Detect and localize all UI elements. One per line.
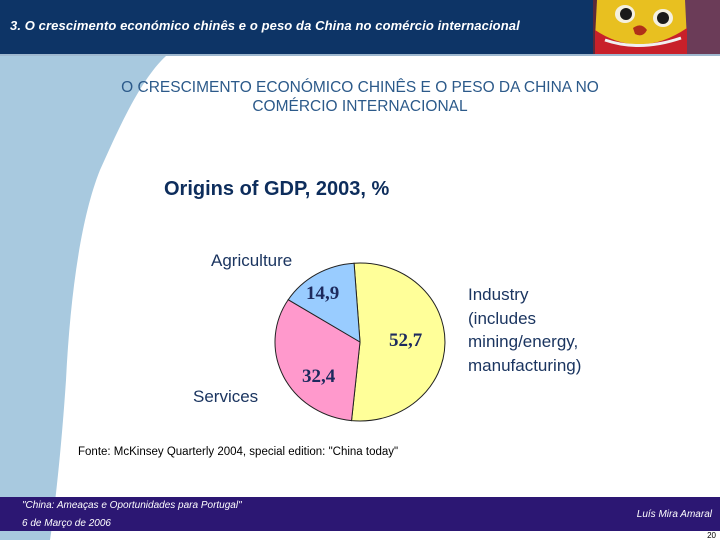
footer-date: 6 de Março de 2006	[22, 518, 111, 529]
footer-event: "China: Ameaças e Oportunidades para Por…	[22, 500, 242, 511]
chart-title: Origins of GDP, 2003, %	[164, 178, 390, 200]
label-industry-line2: (includes	[468, 308, 537, 328]
label-industry-line4: manufacturing)	[468, 355, 582, 375]
value-services: 32,4	[302, 366, 336, 387]
label-agriculture: Agriculture	[211, 251, 293, 270]
slide-title-line1: O CRESCIMENTO ECONÓMICO CHINÊS E O PESO …	[121, 79, 599, 96]
page-number: 20	[707, 531, 716, 540]
footer-bar: "China: Ameaças e Oportunidades para Por…	[0, 497, 720, 531]
label-industry: Industry (includes mining/energy, manufa…	[468, 283, 581, 377]
label-industry-line3: mining/energy,	[468, 332, 579, 351]
header-bar: 3. O crescimento económico chinês e o pe…	[0, 0, 720, 54]
value-agriculture: 14,9	[306, 283, 340, 304]
footer-author: Luís Mira Amaral	[636, 509, 712, 520]
slice-agriculture	[287, 262, 361, 343]
label-industry-line1: Industry	[468, 285, 529, 304]
slide-title-line2: COMÉRCIO INTERNACIONAL	[252, 98, 468, 115]
source-note: Fonte: McKinsey Quarterly 2004, special …	[78, 446, 399, 458]
label-services: Services	[193, 387, 259, 406]
header-divider	[0, 54, 720, 56]
slide-title: O CRESCIMENTO ECONÓMICO CHINÊS E O PESO …	[60, 78, 660, 116]
section-title: 3. O crescimento económico chinês e o pe…	[10, 18, 520, 33]
lion-mask-photo	[585, 0, 720, 54]
value-industry: 52,7	[389, 330, 423, 351]
slice-industry	[350, 262, 446, 422]
